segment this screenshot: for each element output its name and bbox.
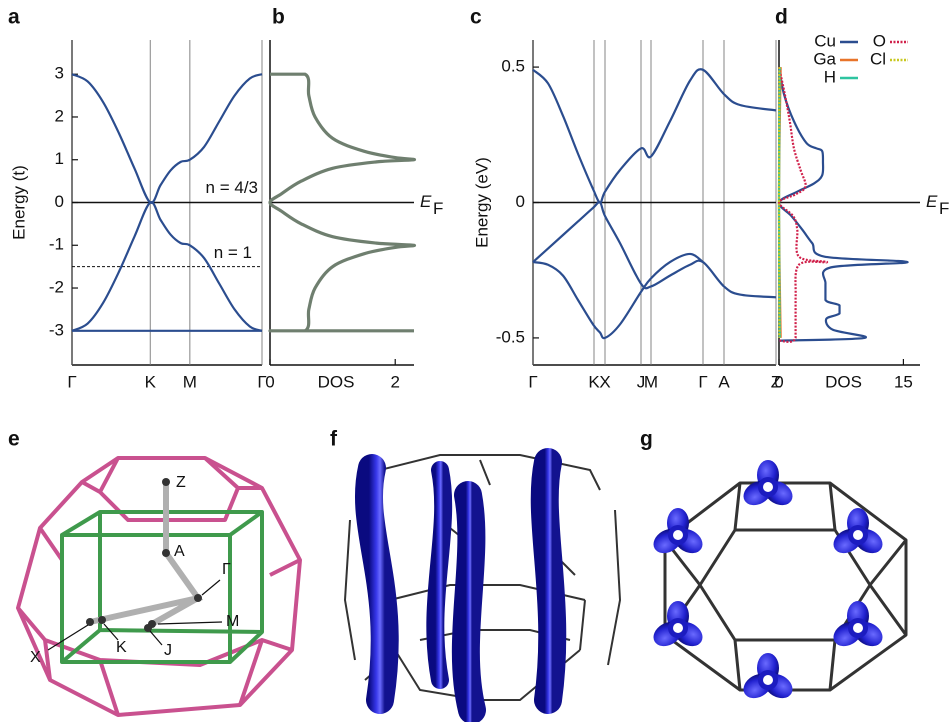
panel-label: e xyxy=(8,428,20,451)
x-tick-label: 0 xyxy=(265,372,274,391)
data-line xyxy=(533,202,776,297)
brillouin-zone: e Z A Γ M X K J xyxy=(8,428,300,715)
annotation: n = 1 xyxy=(214,243,252,262)
legend-label: Ga xyxy=(813,49,836,68)
x-axis-label: DOS xyxy=(318,372,355,391)
x-tick-label: 2 xyxy=(390,372,399,391)
x-tick-label: 0 xyxy=(774,372,783,391)
y-tick-label: 0 xyxy=(516,192,525,211)
y-tick-label: 0 xyxy=(55,192,64,211)
y-tick-label: -1 xyxy=(49,235,64,254)
y-tick-label: 2 xyxy=(55,106,64,125)
fermi-label-sub: F xyxy=(433,199,443,218)
legend-label: Cu xyxy=(814,31,836,50)
y-axis-label: Energy (t) xyxy=(9,165,28,240)
y-tick-label: 3 xyxy=(55,64,64,83)
x-tick-label: A xyxy=(718,372,730,391)
panel-label: d xyxy=(775,6,788,29)
x-tick-label: Γ xyxy=(698,372,707,391)
panel-label: c xyxy=(470,6,482,29)
point-label: A xyxy=(174,543,185,560)
x-axis-label: DOS xyxy=(825,372,862,391)
fermi-label: E xyxy=(926,192,938,211)
y-tick-label: -3 xyxy=(49,320,64,339)
y-tick-label: -2 xyxy=(49,278,64,297)
data-line xyxy=(779,67,827,342)
x-tick-label: 15 xyxy=(894,372,913,391)
legend-label: Cl xyxy=(870,49,886,68)
fermi-label-sub: F xyxy=(939,199,949,218)
legend-label: O xyxy=(873,31,886,50)
data-line xyxy=(533,69,776,202)
x-tick-label: M xyxy=(183,372,197,391)
y-tick-label: -0.5 xyxy=(496,327,525,346)
y-tick-label: 0.5 xyxy=(501,57,525,76)
point-label: K xyxy=(116,639,127,656)
point-label: Γ xyxy=(222,561,231,578)
point-label: M xyxy=(226,613,239,630)
page: e Z A Γ M X K J f xyxy=(0,0,950,722)
data-line xyxy=(779,67,908,341)
annotation: n = 4/3 xyxy=(206,178,258,197)
x-tick-label: M xyxy=(644,372,658,391)
fermi-label: E xyxy=(420,192,432,211)
x-tick-label: X xyxy=(599,372,610,391)
figure: e Z A Γ M X K J f xyxy=(0,0,950,722)
point-label: J xyxy=(164,642,172,659)
point-label: X xyxy=(30,649,41,666)
x-tick-label: Γ xyxy=(67,372,76,391)
fermi-surface-top: g xyxy=(640,428,906,703)
point-label: Z xyxy=(176,474,186,491)
fermi-surface-side: f xyxy=(330,428,620,710)
legend-label: H xyxy=(824,67,836,86)
x-tick-label: Γ xyxy=(528,372,537,391)
y-axis-label: Energy (eV) xyxy=(472,157,491,248)
panel-label: f xyxy=(330,428,338,451)
panel-label: b xyxy=(272,6,285,29)
panel-label: g xyxy=(640,428,653,451)
data-line xyxy=(533,254,703,338)
x-tick-label: K xyxy=(145,372,157,391)
y-tick-label: 1 xyxy=(55,149,64,168)
panel-label: a xyxy=(8,6,20,29)
